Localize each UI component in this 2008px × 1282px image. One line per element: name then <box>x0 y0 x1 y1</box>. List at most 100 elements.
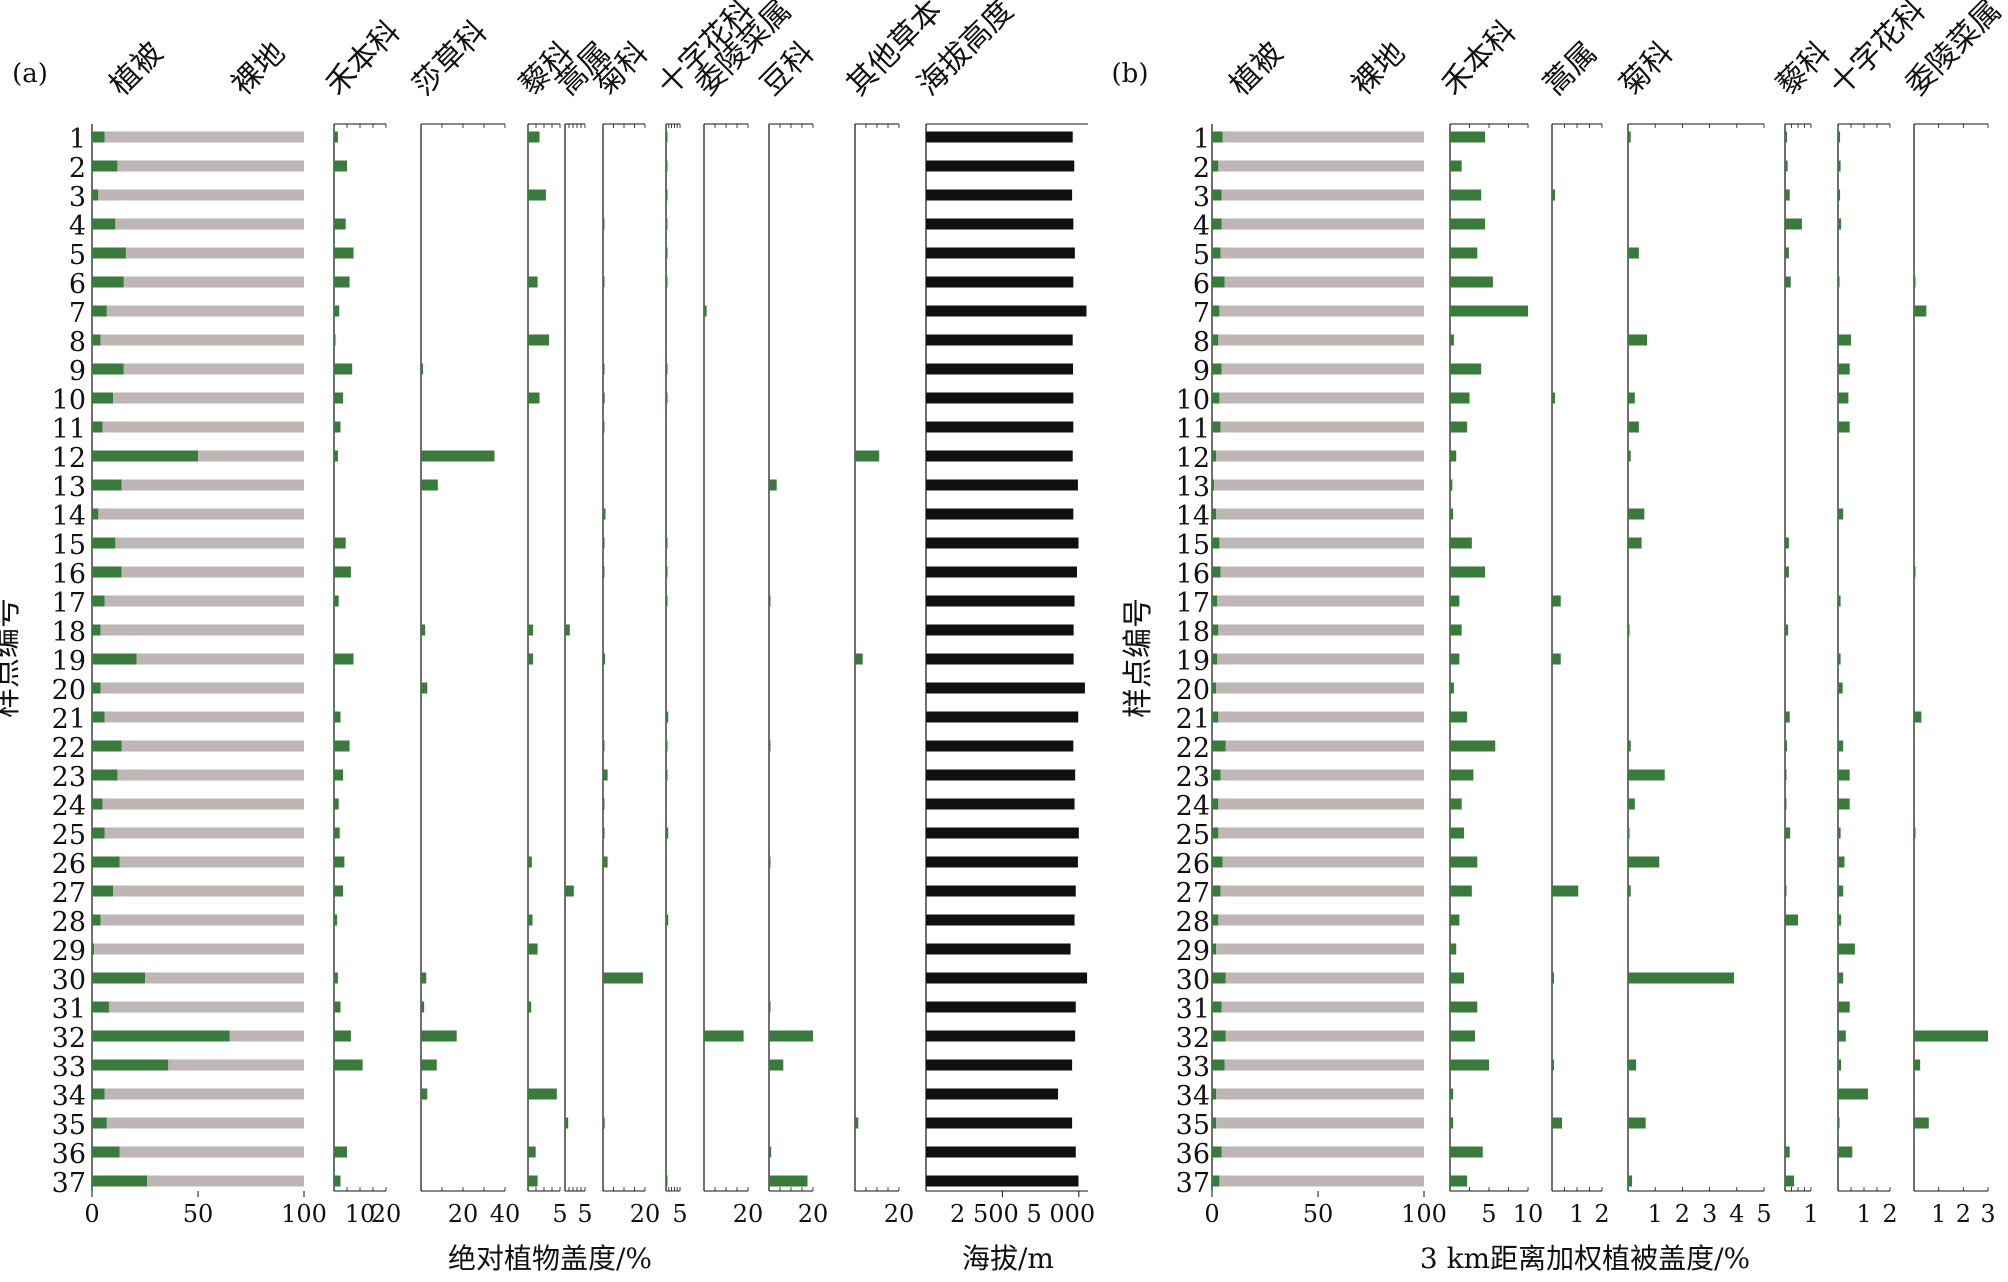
bare-ground-bar <box>1219 392 1424 404</box>
row-label: 18 <box>1176 617 1210 648</box>
elevation-bar <box>926 943 1071 955</box>
bare-ground-bar <box>1225 972 1424 984</box>
family-bar <box>1628 972 1735 984</box>
x-tick-label: 1 <box>1856 1200 1871 1228</box>
bare-ground-bar <box>106 1117 304 1129</box>
vegetation-bar <box>92 450 198 462</box>
vegetation-bar <box>1212 131 1223 143</box>
bare-ground-bar <box>113 392 304 404</box>
row-label: 28 <box>1176 907 1210 938</box>
vegetation-bar <box>92 798 103 810</box>
row-label: 13 <box>1176 472 1210 503</box>
vegetation-bar <box>1212 769 1221 781</box>
family-bar <box>666 218 668 230</box>
family-bar <box>528 943 538 955</box>
row-label: 34 <box>52 1081 86 1112</box>
bare-ground-bar <box>1222 131 1424 143</box>
family-bar <box>421 479 438 491</box>
family-bar <box>1838 856 1845 868</box>
x-tick-label: 3 <box>1702 1200 1717 1228</box>
bare-ground-bar <box>123 276 304 288</box>
family-bar <box>565 624 570 636</box>
elevation-bar <box>926 682 1085 694</box>
family-bar <box>334 740 350 752</box>
vegetation-bar <box>1212 595 1218 607</box>
family-bar <box>1450 914 1460 926</box>
panel-b: (b)样点编号123456789101112131415161718192021… <box>1112 0 2008 1275</box>
bare-ground-bar <box>1216 682 1424 694</box>
row-label: 30 <box>1176 965 1210 996</box>
bare-ground-bar <box>115 218 304 230</box>
vegetation-bar <box>92 827 105 839</box>
family-bar <box>1628 508 1645 520</box>
row-label: 27 <box>52 878 86 909</box>
vegetation-bar <box>1212 740 1226 752</box>
family-bar <box>421 1088 428 1100</box>
family-bar <box>528 1088 557 1100</box>
family-bar <box>565 885 574 897</box>
family-bar <box>421 682 428 694</box>
vegetation-bar <box>1212 189 1222 201</box>
x-tick-label: 1 <box>1569 1200 1584 1228</box>
row-label: 32 <box>52 1023 86 1054</box>
family-bar <box>421 1059 437 1071</box>
family-bar <box>1785 131 1788 143</box>
family-bar <box>1914 305 1927 317</box>
row-label: 22 <box>1176 733 1210 764</box>
bare-ground-bar <box>1224 1059 1424 1071</box>
x-tick-label: 20 <box>630 1200 661 1228</box>
family-bar <box>603 392 605 404</box>
family-bar <box>603 827 605 839</box>
elevation-bar <box>926 537 1079 549</box>
family-bar <box>1838 595 1841 607</box>
vegetation-bar <box>1212 276 1225 288</box>
family-bar <box>334 1146 347 1158</box>
family-bar <box>528 189 546 201</box>
vegetation-bar <box>1212 885 1221 897</box>
family-bar <box>704 305 707 317</box>
family-label: 禾本科 <box>1435 14 1523 102</box>
family-bar <box>1838 943 1855 955</box>
row-label: 6 <box>69 269 86 300</box>
family-bar <box>1785 1175 1795 1187</box>
family-bar <box>666 276 668 288</box>
family-bar <box>1450 479 1453 491</box>
vegetation-bar <box>92 711 105 723</box>
row-label: 16 <box>1176 559 1210 590</box>
family-bar <box>666 1175 668 1187</box>
y-axis-label: 样点编号 <box>0 598 24 718</box>
family-bar <box>1552 1059 1554 1071</box>
family-bar <box>1838 276 1840 288</box>
family-bar <box>603 1117 605 1129</box>
row-label: 29 <box>1176 936 1210 967</box>
elevation-bar <box>926 1175 1079 1187</box>
vegetation-bar <box>1212 247 1221 259</box>
vegetation-bar <box>92 914 101 926</box>
x-tick-label: 100 <box>281 1200 327 1228</box>
bare-ground-bar <box>104 131 304 143</box>
family-bar <box>1628 624 1630 636</box>
family-bar <box>421 450 495 462</box>
family-bar <box>528 1001 532 1013</box>
bare-ground-bar <box>119 1146 304 1158</box>
family-bar <box>1838 885 1844 897</box>
family-bar <box>528 914 533 926</box>
family-label: 藜科 <box>1770 35 1837 102</box>
family-bar <box>1450 276 1493 288</box>
family-bar <box>1450 450 1457 462</box>
vegetation-bar <box>92 566 122 578</box>
family-bar <box>1785 624 1789 636</box>
bare-ground-bar <box>1221 189 1424 201</box>
vegetation-bar <box>1212 914 1219 926</box>
bare-ground-bar <box>1221 363 1424 375</box>
x-tick-label: 10 <box>345 1200 376 1228</box>
row-label: 11 <box>1176 414 1210 445</box>
elevation-bar <box>926 1030 1076 1042</box>
row-label: 37 <box>1176 1168 1210 1199</box>
family-bar <box>769 1059 784 1071</box>
row-label: 29 <box>52 936 86 967</box>
family-bar <box>1838 189 1841 201</box>
x-tick-label: 2 <box>1594 1200 1609 1228</box>
family-bar <box>603 856 608 868</box>
x-tick-label: 20 <box>371 1200 402 1228</box>
